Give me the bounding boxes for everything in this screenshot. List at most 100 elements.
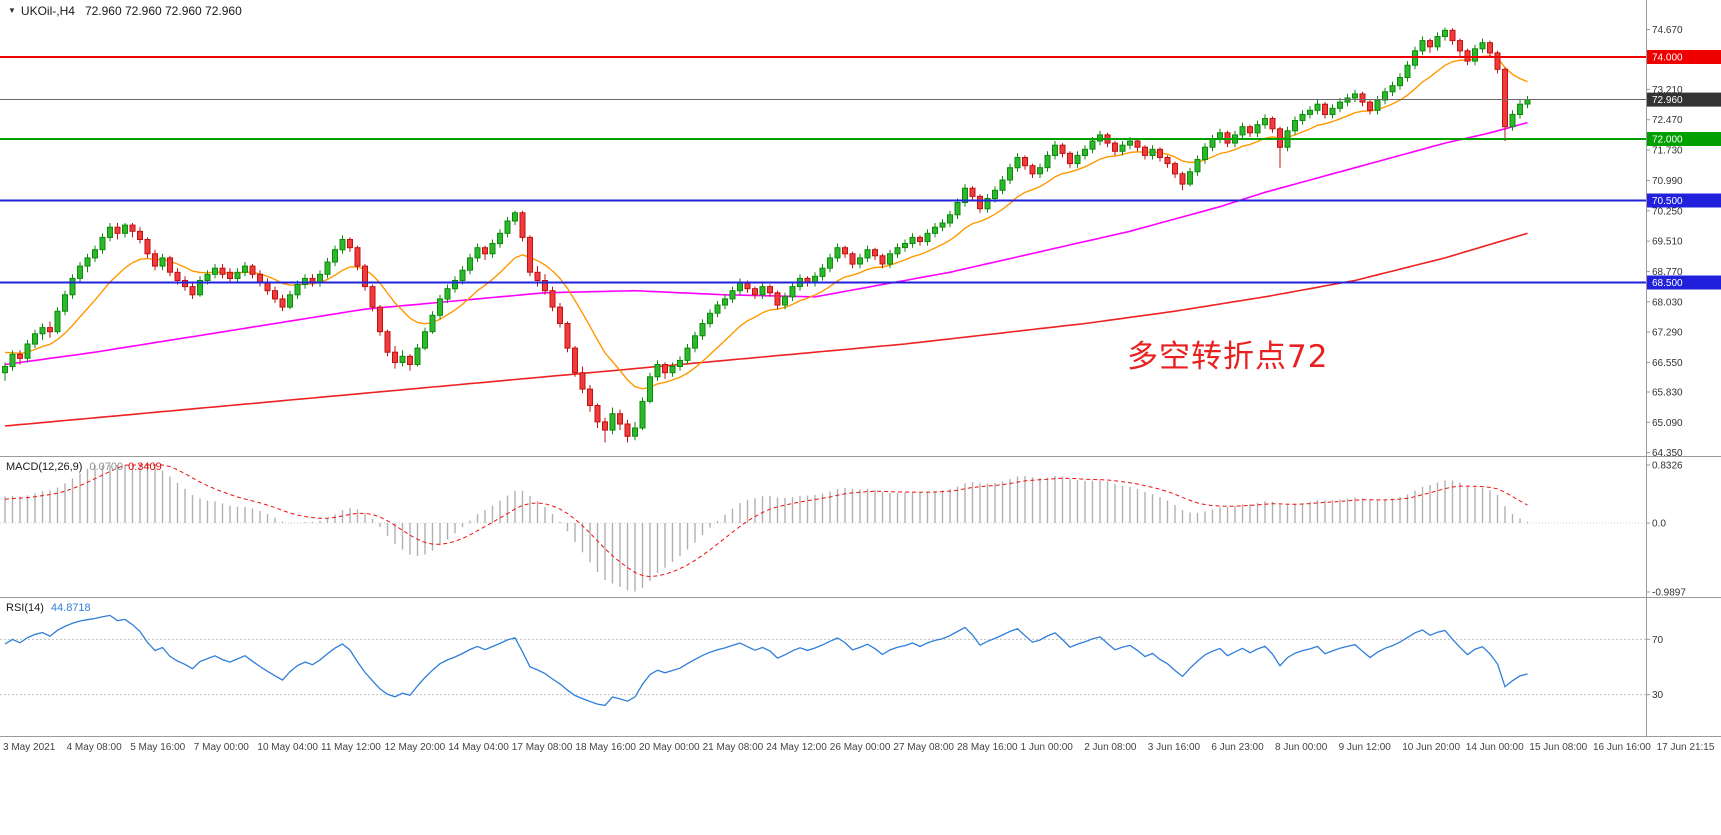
candle-body (879, 255, 886, 265)
candle-body (1427, 40, 1433, 48)
candle-body (114, 226, 121, 234)
candle-body (1044, 154, 1051, 169)
candle-body (1314, 103, 1321, 111)
time-axis-label: 24 May 12:00 (766, 742, 827, 753)
chart-annotation-text: 多空转折点72 (1127, 339, 1329, 375)
time-axis-label: 15 Jun 08:00 (1529, 742, 1587, 753)
candle-body (999, 179, 1006, 191)
macd-scale-tick: 0.8326 (1652, 461, 1683, 472)
price-scale-tick: 67.290 (1652, 328, 1683, 339)
chart-collapse-icon[interactable]: ▼ (8, 6, 16, 15)
time-axis-label: 4 May 08:00 (67, 742, 122, 753)
candle-body (1487, 42, 1493, 54)
candle-body (1202, 146, 1208, 160)
candle-body (834, 247, 841, 259)
candle-body (362, 265, 368, 288)
candle-body (279, 298, 286, 308)
candlestick-series (2, 27, 1531, 443)
candle-body (1164, 157, 1171, 165)
candle-body (1149, 148, 1156, 157)
time-axis-label: 17 May 08:00 (512, 742, 573, 753)
price-scale-tick: 69.510 (1652, 237, 1683, 248)
candle-body (174, 271, 181, 281)
candle-body (617, 413, 623, 425)
price-scale-tick: 65.830 (1652, 388, 1683, 399)
candle-body (1329, 107, 1336, 116)
candle-body (894, 247, 901, 255)
price-scale-tick: 64.350 (1652, 448, 1683, 459)
price-badge (1647, 193, 1721, 208)
candle-body (729, 290, 736, 300)
candle-body (227, 271, 233, 279)
rsi-indicator-label: RSI(14) 44.8718 (6, 602, 91, 614)
candle-body (1209, 138, 1216, 148)
candle-body (654, 364, 661, 378)
macd-signal-value: 0.3409 (128, 461, 162, 473)
candle-body (932, 226, 938, 234)
candle-body (692, 335, 698, 349)
candle-body (774, 292, 781, 306)
candle-body (1239, 126, 1246, 136)
candle-body (129, 224, 136, 232)
price-scale-tick: 65.090 (1652, 418, 1683, 429)
candle-body (609, 413, 616, 431)
candle-body (69, 277, 76, 296)
price-scale-tick: 72.470 (1652, 115, 1683, 126)
candle-body (594, 405, 601, 423)
candle-body (9, 353, 16, 368)
candle-body (204, 273, 211, 281)
candle-body (924, 232, 931, 243)
price-scale-tick: 70.990 (1652, 176, 1683, 187)
candle-body (212, 267, 218, 275)
time-axis-label: 26 May 00:00 (830, 742, 891, 753)
candle-body (962, 187, 968, 203)
symbol-period-label: UKOil-,H4 (20, 4, 75, 18)
candle-body (947, 214, 953, 224)
time-axis-label: 14 May 04:00 (448, 742, 509, 753)
candle-body (662, 364, 668, 374)
candle-body (422, 331, 428, 349)
candle-body (444, 288, 451, 300)
candle-body (639, 400, 646, 429)
candle-body (1389, 85, 1396, 93)
price-badge-label: 74.000 (1652, 53, 1683, 64)
candle-body (317, 273, 323, 283)
rsi-line (4, 614, 1528, 707)
candle-body (677, 359, 683, 367)
candle-body (324, 261, 331, 275)
candle-body (249, 265, 256, 275)
candle-body (242, 265, 248, 273)
candle-body (1419, 40, 1426, 52)
candle-body (842, 247, 848, 255)
candle-body (1457, 40, 1463, 52)
time-axis-label: 2 Jun 08:00 (1084, 742, 1137, 753)
candle-body (1449, 29, 1456, 42)
candle-body (519, 212, 526, 238)
candle-body (1007, 167, 1013, 181)
candle-body (917, 236, 923, 242)
candle-body (354, 247, 361, 267)
candle-body (1247, 126, 1253, 134)
candle-body (624, 423, 631, 437)
candle-body (407, 355, 413, 365)
candle-body (489, 243, 496, 255)
candle-body (1052, 144, 1058, 156)
candle-body (1434, 36, 1441, 48)
macd-indicator-label: MACD(12,26,9) 0.0700 0.3409 (6, 461, 162, 473)
macd-name: MACD(12,26,9) (6, 461, 83, 473)
time-axis-label: 8 Jun 00:00 (1275, 742, 1328, 753)
candle-body (257, 273, 263, 283)
candle-body (39, 327, 46, 335)
candle-body (939, 222, 946, 228)
candle-body (707, 312, 713, 325)
candle-body (1037, 167, 1043, 175)
candle-body (954, 202, 961, 216)
candle-body (827, 257, 833, 269)
time-axis-label: 9 Jun 12:00 (1339, 742, 1392, 753)
candle-body (1269, 118, 1276, 130)
price-scale-tick: 74.670 (1652, 25, 1683, 36)
candle-body (714, 304, 721, 314)
ohlc-values: 72.960 72.960 72.960 72.960 (84, 4, 242, 18)
